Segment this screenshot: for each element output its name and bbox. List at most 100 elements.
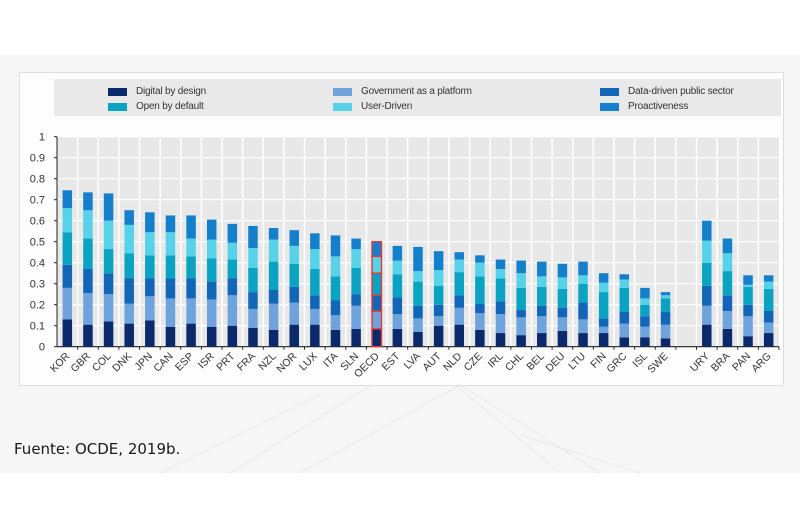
- bar-segment: [83, 192, 93, 211]
- bar-segment: [268, 303, 279, 330]
- bar-segment: [537, 333, 547, 347]
- bar-segment: [516, 273, 526, 288]
- x-tick-label: AUT: [420, 350, 444, 374]
- bar-segment: [495, 333, 506, 347]
- bar-segment: [186, 278, 196, 299]
- y-tick-label: 0.5: [30, 237, 45, 249]
- bar-segment: [763, 281, 774, 289]
- legend-label: User-Driven: [361, 101, 413, 112]
- x-tick-label: CAN: [151, 350, 175, 374]
- bar-segment: [516, 260, 526, 274]
- bar-segment: [702, 305, 712, 325]
- bar-segment: [454, 252, 465, 260]
- bar-segment: [310, 269, 320, 296]
- bar-segment: [619, 323, 630, 338]
- bar-segment: [206, 239, 217, 259]
- bar-segment: [619, 312, 630, 324]
- bar-segment: [310, 295, 320, 309]
- legend-label: Digital by design: [136, 86, 206, 97]
- bar-segment: [145, 296, 155, 321]
- bar-segment: [248, 327, 258, 347]
- bar-segment: [330, 329, 341, 347]
- bar-segment: [310, 324, 320, 347]
- legend-swatch: [333, 102, 352, 111]
- legend-label: Proactiveness: [628, 101, 689, 112]
- bar-segment: [289, 324, 299, 347]
- bar-segment: [186, 238, 196, 257]
- bar-segment: [124, 303, 134, 324]
- bar-segment: [186, 323, 196, 347]
- bar-segment: [330, 276, 341, 301]
- x-tick-label: IRL: [486, 350, 506, 370]
- legend-item: User-Driven: [333, 101, 412, 112]
- bar-segment: [351, 267, 361, 295]
- x-tick-label: FRA: [235, 350, 258, 373]
- y-tick-label: 0: [39, 342, 45, 354]
- bar-segment: [743, 316, 753, 337]
- x-tick-label: PRT: [214, 350, 238, 374]
- x-tick-label: EST: [380, 350, 403, 373]
- bar-segment: [227, 278, 238, 296]
- bar-segment: [289, 230, 299, 246]
- bar-segment: [392, 297, 403, 315]
- bar-segment: [62, 232, 73, 265]
- legend-item: Digital by design: [108, 86, 206, 97]
- bar-segment: [640, 326, 650, 338]
- x-tick-label: ARG: [749, 350, 774, 375]
- bar-segment: [124, 278, 134, 304]
- bar-segment: [763, 311, 774, 323]
- bar-segment: [227, 242, 238, 260]
- bar-segment: [743, 286, 753, 305]
- bar-segment: [83, 210, 93, 239]
- bar-segment: [660, 312, 671, 325]
- bar-segment: [619, 279, 630, 288]
- bar-segment: [392, 314, 403, 329]
- bar-segment: [537, 305, 547, 317]
- bar-segment: [186, 215, 196, 239]
- bar-segment: [268, 329, 279, 347]
- bar-segment: [413, 305, 423, 319]
- x-tick-label: ESP: [173, 350, 196, 373]
- bar-segment: [557, 317, 568, 331]
- x-tick-label: ITA: [321, 350, 340, 369]
- bar-segment: [454, 307, 465, 325]
- bar-segment: [702, 262, 712, 286]
- bar-segment: [145, 232, 155, 256]
- bar-segment: [248, 248, 258, 268]
- bar-segment: [310, 249, 320, 269]
- x-tick-label: ISR: [196, 350, 217, 371]
- bar-segment: [598, 333, 609, 347]
- bar-segment: [289, 302, 299, 325]
- bar-segment: [413, 246, 423, 272]
- bar-segment: [371, 240, 383, 258]
- bar-segment: [433, 316, 444, 326]
- bar-segment: [495, 301, 506, 315]
- bar-segment: [763, 333, 774, 347]
- bar-segment: [763, 288, 774, 311]
- bar-segment: [371, 294, 383, 312]
- legend-item: Data-driven public sector: [600, 86, 734, 97]
- bar-segment: [392, 274, 403, 298]
- bar-segment: [83, 293, 93, 325]
- bar-segment: [495, 278, 506, 302]
- legend-swatch: [108, 102, 127, 111]
- bar-segment: [516, 309, 526, 318]
- bar-segment: [186, 256, 196, 279]
- bar-segment: [413, 332, 423, 347]
- bar-segment: [145, 255, 155, 279]
- bar-segment: [516, 287, 526, 310]
- bar-segment: [640, 287, 650, 299]
- x-tick-label: NLD: [441, 350, 465, 374]
- bar-segment: [743, 275, 753, 285]
- bar-segment: [557, 330, 568, 347]
- x-tick-label: DEU: [543, 350, 567, 374]
- bar-segment: [268, 228, 279, 240]
- y-tick-label: 0.1: [30, 321, 45, 333]
- bar-segment: [351, 294, 361, 306]
- bar-segment: [598, 292, 609, 319]
- y-tick-label: 0.2: [30, 300, 45, 312]
- bar-segment: [62, 264, 73, 288]
- bar-segment: [619, 287, 630, 313]
- legend-label: Open by default: [136, 101, 204, 112]
